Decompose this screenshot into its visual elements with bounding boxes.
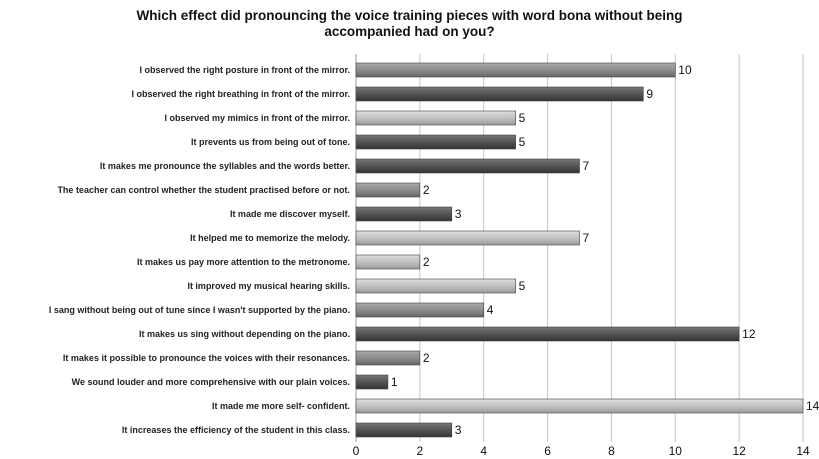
value-label: 7 (583, 159, 590, 173)
bar (355, 86, 644, 102)
value-label: 3 (455, 207, 462, 221)
category-label: It improved my musical hearing skills. (187, 281, 350, 291)
x-tick-label: 10 (669, 444, 683, 458)
bar (355, 182, 421, 198)
value-label: 10 (678, 63, 692, 77)
category-label: I observed the right posture in front of… (139, 65, 350, 75)
value-label: 1 (391, 375, 398, 389)
bar (355, 134, 516, 150)
value-label: 2 (423, 255, 430, 269)
bars (355, 62, 804, 438)
bar (355, 374, 389, 390)
bar (355, 350, 421, 366)
value-label: 5 (519, 135, 526, 149)
category-label: It increases the efficiency of the stude… (122, 425, 350, 435)
bar (355, 278, 516, 294)
x-tick-label: 2 (417, 444, 424, 458)
value-label: 5 (519, 279, 526, 293)
category-label: It makes us pay more attention to the me… (137, 257, 350, 267)
category-label: It made me discover myself. (230, 209, 350, 219)
category-label: It made me more self- confident. (212, 401, 350, 411)
x-tick-label: 0 (353, 444, 360, 458)
value-label: 7 (583, 231, 590, 245)
value-label: 12 (742, 327, 756, 341)
x-tick-label: 12 (732, 444, 746, 458)
category-label: It makes us sing without depending on th… (139, 329, 350, 339)
value-label: 5 (519, 111, 526, 125)
bar (355, 110, 516, 126)
x-tick-label: 14 (796, 444, 810, 458)
value-label: 2 (423, 351, 430, 365)
chart-title: Which effect did pronouncing the voice t… (0, 8, 819, 40)
value-label: 14 (806, 399, 819, 413)
category-label: It makes me pronounce the syllables and … (100, 161, 350, 171)
category-labels: I observed the right posture in front of… (49, 65, 350, 435)
bar (355, 254, 421, 270)
category-label: I observed my mimics in front of the mir… (164, 113, 350, 123)
value-labels: 10 9 5 5 7 2 3 7 2 5 4 12 2 1 14 3 (391, 63, 819, 437)
x-axis-ticks: 0 2 4 6 8 10 12 14 (353, 444, 810, 458)
x-tick-label: 6 (544, 444, 551, 458)
value-label: 3 (455, 423, 462, 437)
category-label: It prevents us from being out of tone. (191, 137, 350, 147)
bar (355, 158, 580, 174)
category-label: I observed the right breathing in front … (131, 89, 350, 99)
category-label: We sound louder and more comprehensive w… (72, 377, 350, 387)
category-label: The teacher can control whether the stud… (57, 185, 350, 195)
bar (355, 206, 453, 222)
chart-title-line-1: Which effect did pronouncing the voice t… (136, 8, 683, 23)
chart-title-line-2: accompanied had on you? (324, 24, 495, 39)
category-label: I sang without being out of tune since I… (49, 305, 350, 315)
value-label: 4 (487, 303, 494, 317)
category-label: It makes it possible to pronounce the vo… (63, 353, 350, 363)
bar (355, 326, 740, 342)
bar (355, 422, 453, 438)
value-label: 2 (423, 183, 430, 197)
bar (355, 398, 804, 414)
bar (355, 230, 580, 246)
category-label: It helped me to memorize the melody. (190, 233, 350, 243)
x-tick-label: 4 (480, 444, 487, 458)
value-label: 9 (646, 87, 653, 101)
bar (355, 62, 676, 78)
x-tick-label: 8 (608, 444, 615, 458)
bar (355, 302, 485, 318)
